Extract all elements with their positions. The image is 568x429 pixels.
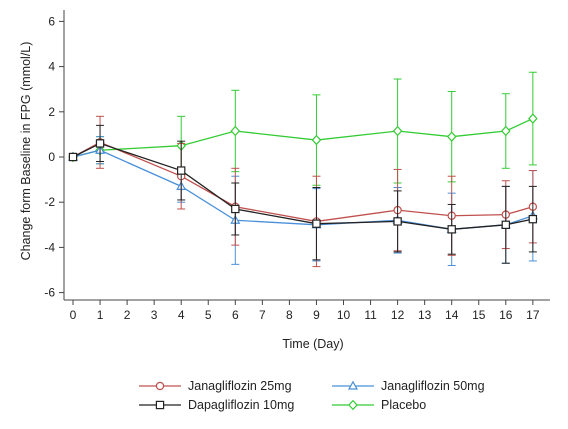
x-tick-label: 13: [418, 308, 432, 322]
data-point: [528, 113, 538, 124]
x-tick-label: 9: [313, 308, 320, 322]
x-tick-label: 11: [364, 308, 377, 322]
series-dapagliflozin-10mg: [68, 124, 538, 264]
data-point: [68, 152, 78, 162]
x-tick-label: 6: [232, 308, 239, 322]
data-point: [231, 204, 240, 214]
y-tick-label: 6: [48, 14, 55, 28]
x-tick-label: 12: [391, 308, 405, 322]
y-tick-label: 2: [48, 105, 55, 119]
y-axis-title: Change form Baseline in FPG (mmol/L): [19, 42, 33, 261]
x-tick-label: 2: [124, 308, 131, 322]
series-line: [72, 141, 534, 223]
series-line: [72, 149, 534, 230]
x-tick-label: 14: [445, 308, 459, 322]
x-tick-label: 17: [526, 308, 540, 322]
series-line: [72, 142, 533, 230]
series-line: [72, 117, 534, 158]
data-point: [177, 166, 186, 175]
x-axis-title: Time (Day): [282, 337, 343, 351]
y-tick-label: -2: [44, 195, 55, 209]
x-tick-label: 8: [286, 308, 293, 322]
data-point: [500, 125, 511, 137]
data-point: [447, 225, 456, 234]
y-tick-label: 0: [48, 150, 55, 164]
data-point: [392, 125, 403, 137]
x-tick-label: 7: [259, 308, 266, 322]
data-point: [528, 214, 538, 224]
y-tick-label: -6: [44, 286, 55, 300]
x-tick-label: 16: [499, 308, 513, 322]
data-point: [312, 219, 321, 228]
x-tick-label: 4: [178, 308, 185, 322]
data-point: [446, 131, 457, 142]
data-point: [311, 134, 322, 146]
x-tick-label: 0: [70, 308, 77, 322]
series-layer: [67, 71, 538, 268]
data-point: [501, 220, 511, 229]
y-tick-label: -4: [44, 240, 55, 254]
x-tick-label: 3: [151, 308, 158, 322]
x-tick-label: 1: [97, 308, 104, 322]
data-point: [95, 139, 105, 148]
y-tick-label: 4: [48, 60, 55, 74]
data-point: [230, 125, 241, 137]
x-tick-label: 10: [337, 308, 351, 322]
data-point: [393, 217, 402, 226]
x-tick-label: 15: [472, 308, 486, 322]
x-tick-label: 5: [205, 308, 212, 322]
